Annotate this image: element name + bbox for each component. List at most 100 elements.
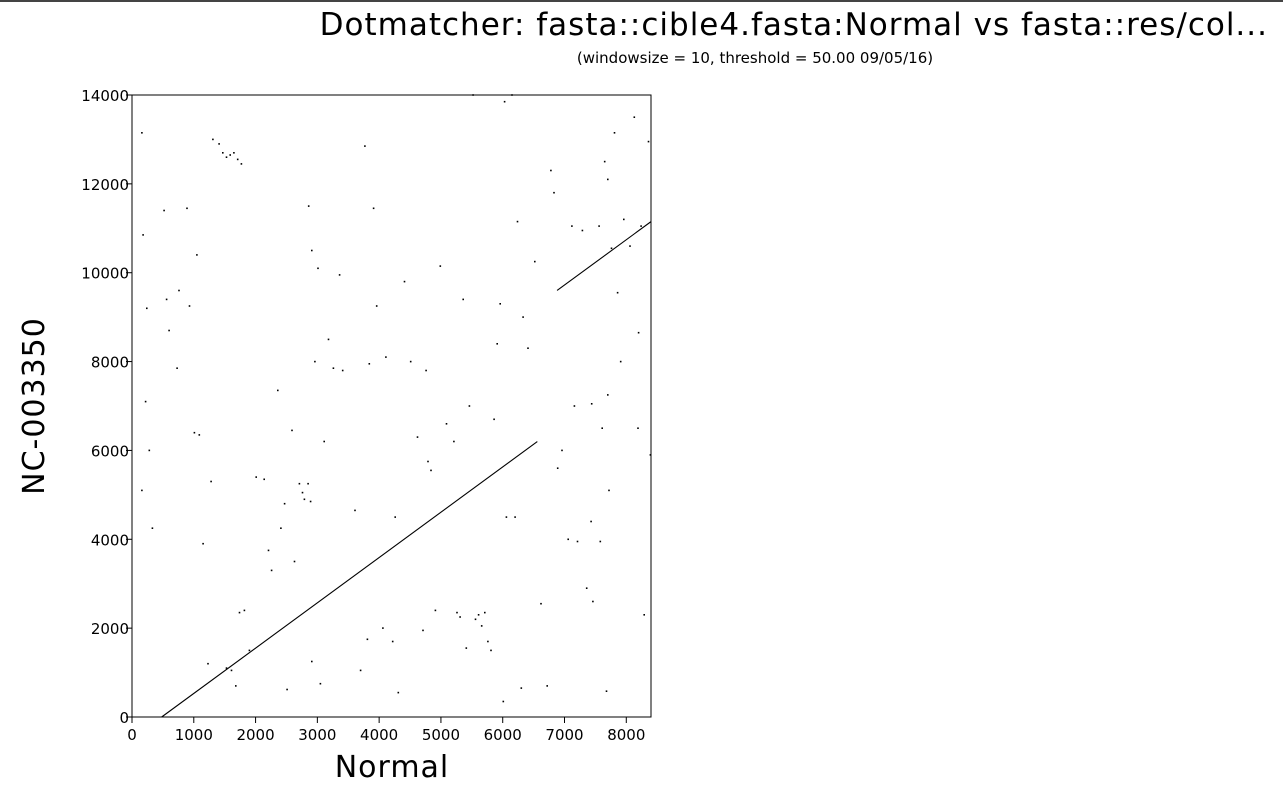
match-dot — [553, 191, 555, 194]
match-dot — [366, 638, 369, 641]
match-dot — [425, 369, 427, 372]
match-dot — [633, 116, 636, 118]
match-dot — [409, 360, 412, 363]
match-dot — [165, 298, 168, 301]
y-tick-label: 4000 — [91, 531, 129, 549]
match-dot — [303, 498, 306, 501]
match-dot — [141, 489, 143, 492]
match-dot — [210, 480, 212, 483]
match-dot — [298, 482, 301, 485]
match-dot — [385, 356, 387, 358]
top-border — [0, 0, 1283, 2]
match-dot — [603, 160, 606, 163]
match-dot — [212, 138, 214, 141]
x-tick-label: 3000 — [298, 726, 336, 744]
match-dot — [207, 662, 209, 665]
match-dot — [516, 220, 519, 223]
match-dot — [534, 260, 536, 263]
match-dot — [550, 169, 552, 172]
match-dot — [629, 245, 631, 247]
match-dot — [280, 527, 282, 529]
match-dot — [382, 627, 384, 629]
match-dot — [202, 542, 204, 545]
match-dot — [317, 267, 319, 270]
match-dot — [607, 394, 609, 396]
match-dot — [590, 403, 593, 405]
x-tick-label: 0 — [127, 726, 137, 744]
x-tick-label: 6000 — [484, 726, 522, 744]
match-dot — [567, 538, 569, 541]
match-dot — [375, 305, 378, 307]
y-tick-label: 0 — [119, 709, 129, 727]
match-dot — [309, 500, 312, 503]
match-dot — [556, 467, 559, 469]
match-dot — [472, 94, 474, 96]
match-dot — [445, 423, 448, 425]
match-dot — [598, 225, 600, 227]
match-dot — [248, 649, 251, 652]
match-dot — [561, 449, 563, 452]
match-dot — [236, 158, 239, 161]
match-dot — [338, 274, 341, 276]
match-dot — [286, 688, 288, 691]
match-dot — [327, 338, 330, 341]
x-axis-label: Normal — [335, 750, 450, 785]
match-dot — [496, 343, 498, 345]
match-dot — [263, 478, 265, 481]
match-dot — [416, 436, 419, 438]
chart-subtitle: (windowsize = 10, threshold = 50.00 09/0… — [577, 49, 933, 67]
match-dot — [608, 489, 610, 492]
match-dot — [474, 618, 477, 621]
match-dot — [484, 611, 486, 614]
match-dot — [142, 234, 144, 236]
match-dot — [581, 229, 584, 232]
match-dot — [592, 600, 594, 603]
match-dot — [277, 389, 279, 392]
match-dot — [585, 587, 588, 589]
match-dot — [505, 516, 508, 518]
y-axis: 0 2000 4000 6000 8000 10000 12000 14000 — [81, 87, 132, 727]
x-tick-label: 4000 — [360, 726, 398, 744]
match-dot — [391, 640, 394, 643]
match-dot — [430, 469, 432, 472]
match-dot — [546, 685, 548, 687]
match-dot — [403, 280, 406, 283]
match-dot — [178, 289, 180, 292]
match-diagonal — [556, 221, 652, 291]
match-dot — [643, 614, 645, 616]
match-dot — [520, 687, 523, 689]
match-dot — [218, 143, 220, 145]
x-tick-label: 7000 — [545, 726, 583, 744]
y-tick-label: 8000 — [91, 354, 129, 372]
match-dot — [240, 163, 243, 165]
match-dot — [186, 207, 188, 210]
match-dot — [301, 491, 304, 494]
match-dot — [151, 527, 154, 529]
match-dot — [502, 700, 505, 703]
y-tick-label: 14000 — [81, 87, 129, 105]
match-dot — [229, 154, 231, 156]
match-dot — [576, 540, 579, 543]
match-dot — [616, 291, 619, 294]
match-dot — [456, 611, 458, 614]
match-dot — [354, 509, 356, 512]
match-dot — [439, 265, 442, 267]
plot-frame — [131, 94, 652, 718]
match-dot — [637, 331, 640, 334]
match-dot — [453, 440, 455, 443]
match-dot — [610, 247, 613, 250]
match-dot — [511, 94, 513, 96]
match-dot — [503, 100, 506, 103]
match-dot — [619, 360, 622, 363]
x-tick-label: 1000 — [175, 726, 213, 744]
match-dot — [222, 152, 224, 154]
match-dot — [243, 609, 246, 612]
match-dot — [311, 660, 313, 663]
match-dot — [193, 431, 196, 434]
match-dot — [364, 145, 366, 147]
match-dot — [332, 367, 335, 369]
match-dot — [434, 609, 437, 612]
dot-matches — [141, 94, 652, 703]
match-dot — [623, 218, 625, 221]
y-tick-label: 2000 — [91, 620, 129, 638]
